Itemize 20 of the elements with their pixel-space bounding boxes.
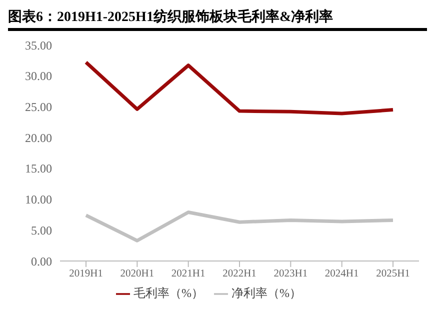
- y-tick-label: 5.00: [31, 223, 52, 238]
- y-tick-label: 0.00: [31, 254, 52, 268]
- x-tick-label: 2025H1: [376, 268, 410, 280]
- legend-label: 毛利率（%）: [134, 286, 204, 300]
- x-tick-label: 2023H1: [274, 268, 308, 280]
- y-tick-label: 35.00: [25, 38, 52, 52]
- chart-title: 图表6：2019H1-2025H1纺织服饰板块毛利率&净利率: [8, 8, 427, 31]
- y-tick-label: 10.00: [25, 192, 52, 207]
- x-tick-label: 2021H1: [171, 268, 206, 280]
- y-tick-label: 25.00: [25, 100, 52, 114]
- line-series: [84, 60, 395, 116]
- y-tick-label: 30.00: [25, 69, 52, 84]
- x-tick-label: 2020H1: [120, 268, 154, 280]
- line-series: [84, 210, 395, 242]
- x-tick-label: 2019H1: [69, 268, 103, 280]
- legend-label: 净利率（%）: [232, 286, 302, 300]
- y-tick-label: 15.00: [25, 162, 52, 176]
- x-tick-label: 2022H1: [222, 268, 256, 280]
- x-tick-label: 2024H1: [324, 268, 359, 280]
- y-tick-label: 20.00: [25, 130, 52, 145]
